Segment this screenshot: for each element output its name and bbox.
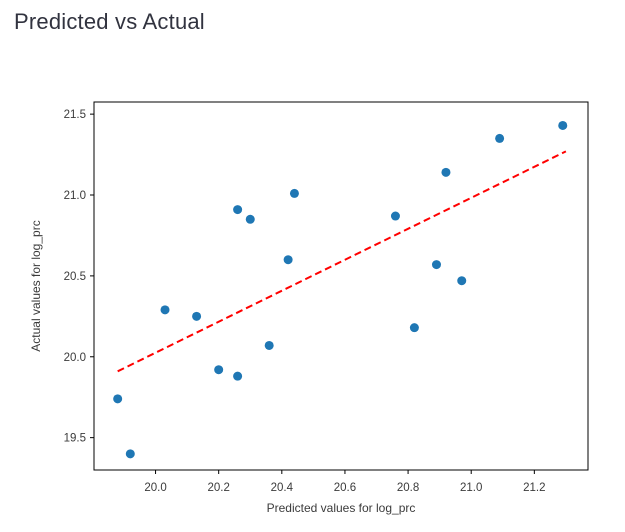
x-tick-label: 21.2 bbox=[523, 482, 545, 494]
y-axis-label: Actual values for log_prc bbox=[29, 220, 43, 351]
data-point bbox=[113, 394, 123, 404]
data-point bbox=[558, 120, 568, 130]
chart-series bbox=[113, 120, 568, 459]
x-tick-label: 20.4 bbox=[271, 482, 294, 494]
data-point bbox=[125, 449, 135, 459]
y-tick-label: 21.0 bbox=[64, 190, 86, 202]
data-point bbox=[390, 211, 400, 221]
y-tick-label: 21.5 bbox=[64, 109, 86, 121]
data-point bbox=[192, 311, 202, 321]
x-tick-label: 20.2 bbox=[207, 482, 229, 494]
data-point bbox=[457, 276, 467, 286]
data-point bbox=[160, 305, 170, 315]
y-tick-label: 20.0 bbox=[64, 352, 86, 364]
x-tick-label: 20.8 bbox=[397, 482, 419, 494]
data-point bbox=[289, 188, 299, 198]
x-tick-label: 21.0 bbox=[460, 482, 482, 494]
data-point bbox=[233, 371, 243, 381]
x-tick-label: 20.0 bbox=[144, 482, 166, 494]
data-point bbox=[214, 365, 224, 375]
x-tick-label: 20.6 bbox=[334, 482, 356, 494]
x-axis-label: Predicted values for log_prc bbox=[267, 501, 416, 515]
data-point bbox=[233, 205, 243, 215]
axis-ticks: 20.0 20.2 20.4 20.6 20.8 21.0 21.2 19.5 20.0 20.5… bbox=[64, 109, 546, 494]
data-point bbox=[495, 133, 505, 143]
data-point bbox=[283, 255, 293, 265]
data-point bbox=[245, 214, 255, 224]
page-title: Predicted vs Actual bbox=[14, 9, 205, 34]
data-point bbox=[264, 340, 274, 350]
data-point bbox=[409, 323, 419, 333]
y-tick-label: 20.5 bbox=[64, 271, 86, 283]
plot-border bbox=[93, 101, 589, 471]
data-point bbox=[441, 167, 451, 177]
y-tick-label: 19.5 bbox=[64, 433, 86, 445]
trend-line bbox=[117, 150, 567, 373]
data-point bbox=[431, 260, 441, 270]
